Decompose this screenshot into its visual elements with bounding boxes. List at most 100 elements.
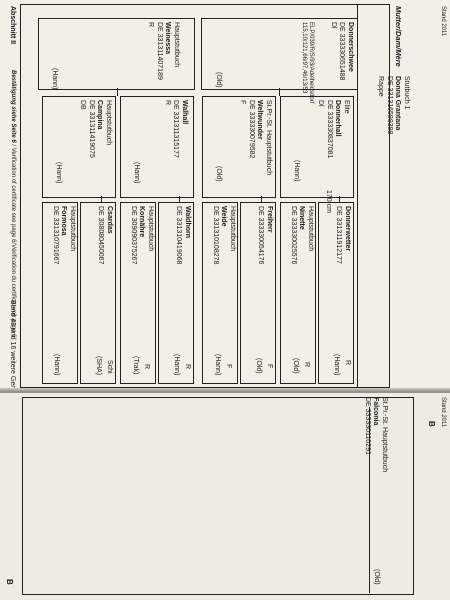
gen1-dam-register: Hauptstutbuch [173,22,180,68]
gen3-6-ueln: DE 309090375267 [129,206,137,265]
gen3-1-ueln: DE 331311912177 [335,206,343,264]
gen3-1-height: 170 cm [325,190,332,213]
footer-confirm-label: Bestätigung siehe Seite 6 [10,70,16,143]
gen1-sire-scores: 115,10/121,66/97,46/13/53 [301,22,308,94]
gen3-6-sex: R [143,364,150,370]
gen2-4-sex: DB [79,100,87,110]
gen2-1-ueln: DE 333330837081 [325,100,333,159]
gen2-2-breed: (Old) [215,166,222,182]
gen3-3-name: Freiherr [266,206,273,233]
gen1-sire-breed: (Old) [215,72,222,88]
gen3-1-sex: R [344,360,351,366]
right-top-entry: St.Pr.-St. Hauptstutbuch Falconia DE 333… [362,397,388,472]
gen2-2-name: Weltwunder [256,100,264,140]
right-frame [22,397,414,595]
right-top-register: St.Pr.-St. Hauptstutbuch [381,397,388,473]
gen2-entry-2: St.Pr.-St. Hauptstutbuch Weltwunder DE 3… [238,100,272,194]
gen2-3-ueln: DE 331311315177 [172,100,180,158]
gen3-6-breed: (Trak) [132,356,139,375]
gen3-8-name: Formosa [60,206,68,236]
dam-heading: Mutter/Dam/Mère [394,6,403,67]
gen1-dam-breed: (Hann) [51,68,58,90]
right-bottom-letter: B [5,579,14,585]
gen3-6-register: Hauptstutbuch [147,206,154,252]
gen2-1-name-prefix: Elite [343,100,350,114]
gen3-4-ueln: DE 331310108278 [211,206,219,265]
gen3-entry-8: Hauptstutbuch Formosa DE 331310791667 [50,206,76,264]
gen3-3-breed: (Old) [255,358,262,374]
gen3-2-sex: R [303,362,310,368]
gen3-1-breed: (Hann) [333,354,340,376]
footer-section: Abschnitt II [9,6,16,45]
right-section-letter: B [427,421,436,427]
gen3-entry-7: Csardas DE 308080450067 [96,206,113,264]
gen3-3-ueln: DE 333330054176 [257,206,265,265]
gen3-8-ueln: DE 331310791667 [51,206,59,265]
right-top-breed: (Old) [373,569,380,585]
gen1-dam-ueln: DE 331311407189 [155,22,163,80]
gen3-5-breed: (Hann) [173,354,180,376]
gen2-entry-4: Hauptstutbuch Campina DE 331311419075 DB [78,100,112,194]
gen3-7-sex: Schi [106,360,113,374]
gen3-3-sex: F [266,364,273,369]
gen1-dam-name: Weinessa [164,22,172,55]
dam-register: Stutbuch 1 [403,76,410,110]
gen2-4-ueln: DE 331311419075 [87,100,95,158]
right-stand-date: Stand 2011 [440,397,446,428]
gen3-8-register: Hauptstutbuch [69,206,76,252]
gen3-7-ueln: DE 308080450067 [97,206,105,265]
gen2-4-name: Campina [96,100,104,130]
gen3-4-breed: (Hann) [214,354,221,376]
gen2-entry-1: Elite Donnerhall DE 333330837081 Dl [316,100,350,194]
gen3-8-breed: (Hann) [53,354,60,376]
gen1-dam-sex: R [147,22,155,28]
gen1-sire-name: Donnerschwee [347,22,354,72]
gen3-2-name: Ninette [298,206,306,230]
pedigree-page-left: Stand 2011 Mutter/Dam/Mère Stutbuch 1 Do… [0,0,450,418]
gen2-1-sex: Dl [317,100,325,107]
gen2-entry-3: Walhall DE 331311315177 R [162,100,188,194]
gen2-4-register: Hauptstutbuch [105,100,112,146]
pedigree-page-right: Stand 2011 B St.Pr.-St. Hauptstutbuch Fa… [0,393,450,600]
connector [117,88,118,96]
stand-date: Stand 2011 [440,6,446,37]
gen3-5-ueln: DE 331310419068 [175,206,183,265]
gen2-2-register: St.Pr.-St. Hauptstutbuch [265,100,272,176]
gen2-4-breed: (Hann) [55,162,62,184]
gen3-entry-1: Donnerwetter DE 331311912177 [334,206,351,264]
gen3-4-register: Hauptstutbuch [229,206,236,252]
gen2-3-sex: R [163,100,171,106]
gen3-5-name: Waldhorn [184,206,191,239]
gen3-entry-2: Hauptstutbuch Ninette DE 333330025576 [288,206,314,264]
right-top-ueln: DE 333330110291 [363,397,371,455]
gen2-1-breed: (Hann) [293,160,300,182]
gen3-6-name: Kornähre [138,206,146,238]
gen3-4-name: Weide [220,206,228,227]
gen2-2-ueln: DE 333330079582 [247,100,255,159]
connector [279,88,280,96]
gen3-1-name: Donnerwetter [344,206,351,252]
footer-confirmation: Bestätigung siehe Seite 6 / Verification… [9,70,16,337]
gen2-3-breed: (Hann) [133,162,140,184]
gen3-7-breed: (SHA) [95,356,102,376]
right-top-name: Falconia [372,397,380,426]
gen1-sire-entry: Donnerschwee DE 333330651488 Dl ELP/039/… [300,22,354,104]
gen3-entry-4: Hauptstutbuch Weide DE 331310108278 [210,206,236,264]
gen1-sire-ueln: DE 333330651488 [338,22,346,81]
gen3-entry-5: Waldhorn DE 331310419068 [174,206,191,264]
gen1-sire-perf: ELP/039/R/S/93/Adelheidsdorf [308,22,315,104]
dam-name: Donna Grantana [394,76,402,131]
gen3-2-breed: (Old) [292,358,299,374]
gen3-entry-3: Freiherr DE 333330054176 [256,206,273,264]
gen3-entry-6: Hauptstutbuch Kornähre DE 309090375267 [128,206,154,264]
gen1-dam-entry: Hauptstutbuch Weinessa DE 331311407189 R [146,22,180,86]
gen3-4-sex: F [225,364,232,369]
gen3-7-name: Csardas [106,206,113,234]
gen3-2-ueln: DE 333330025576 [289,206,297,265]
gen2-1-name: Donnerhall [334,100,342,137]
gen2-2-sex: F [239,100,247,105]
gen3-5-sex: R [184,364,191,370]
gen3-2-register: Hauptstutbuch [307,206,314,252]
